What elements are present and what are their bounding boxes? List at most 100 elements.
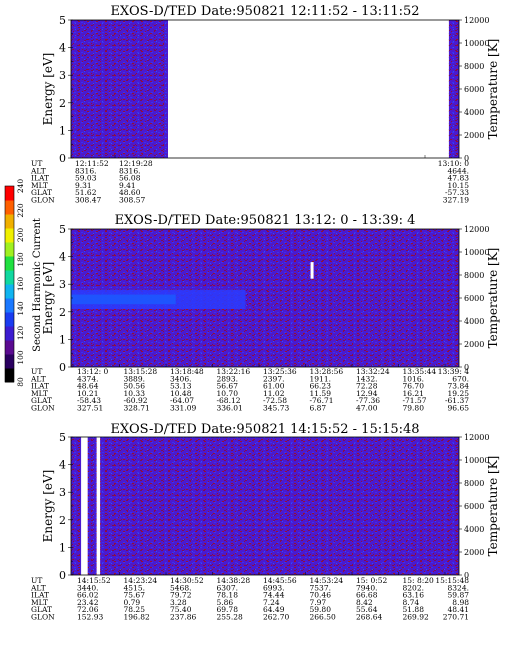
ephemeris-cell: 13:18:48: [170, 367, 204, 376]
panel-title: EXOS-D/TED Date:950821 12:11:52 - 13:11:…: [110, 4, 419, 19]
ephemeris-cell: 3406.: [170, 374, 191, 383]
y2-tick-label: 8000: [464, 271, 484, 280]
y-tick-label: 2: [59, 97, 66, 110]
colorbar-frame: [4, 185, 15, 383]
ephemeris-cell: 6993.: [263, 583, 284, 592]
colorbar-cell: [5, 354, 14, 369]
ephemeris-cell: 13:28:56: [310, 367, 344, 376]
colorbar-tick-label: 160: [16, 277, 25, 292]
ephemeris-cell: 66.23: [310, 382, 332, 391]
ephemeris-cell: -76.71: [310, 396, 334, 405]
ephemeris-cell: 11.59: [310, 389, 332, 398]
colorbar-cell: [5, 284, 14, 299]
ephemeris-cell: 1432.: [356, 374, 377, 383]
ephemeris-cell: 13:35:44: [403, 367, 437, 376]
ephemeris-row-label: GLAT: [31, 605, 52, 614]
spike-mark: [310, 262, 314, 279]
ephemeris-row-label: GLON: [31, 404, 55, 413]
ephemeris-cell: 3.28: [170, 598, 187, 607]
spectrogram-panel: EXOS-D/TED Date:950821 12:11:52 - 13:11:…: [30, 4, 500, 205]
y-tick-label: 0: [59, 569, 66, 582]
colorbar-cell: [5, 298, 14, 313]
ephemeris-cell: 56.08: [119, 174, 141, 183]
ephemeris-cell: -61.37: [445, 396, 469, 405]
colorbar-tick-label: 180: [16, 252, 25, 267]
ephemeris-cell: -58.43: [77, 396, 101, 405]
colorbar: 80 100 120 140 160 180 200 220 240 Second Harmon…: [4, 179, 43, 387]
ephemeris-row-label: ALT: [30, 583, 46, 592]
ephemeris-cell: 2893.: [217, 374, 238, 383]
ephemeris-table: UTALTILATMLTGLATGLON14:15:523440.66.0223…: [30, 572, 469, 622]
ephemeris-cell: 96.65: [448, 404, 470, 413]
y-tick-label: 2: [59, 514, 66, 527]
colorbar-cell: [5, 256, 14, 271]
ephemeris-cell: 76.70: [403, 382, 425, 391]
colorbar-tick-label: 80: [16, 377, 25, 387]
y-tick-label: 5: [59, 223, 66, 236]
ephemeris-cell: 308.57: [119, 196, 145, 205]
y-tick-label: 1: [59, 333, 66, 346]
ephemeris-cell: 56.67: [217, 382, 239, 391]
ephemeris-cell: 78.18: [217, 591, 239, 600]
ephemeris-cell: 308.47: [75, 196, 101, 205]
y2-tick-label: 0: [464, 571, 469, 580]
y2-axis-label: Temperature [K]: [486, 456, 500, 557]
y2-tick-label: 8000: [464, 479, 484, 488]
ephemeris-cell: 48.60: [119, 188, 141, 197]
y2-tick-label: 10000: [464, 39, 489, 48]
colorbar-cells: [4, 185, 15, 383]
ephemeris-cell: 47.00: [356, 404, 378, 413]
ephemeris-row-label: ILAT: [31, 174, 49, 183]
ephemeris-cell: 47.83: [448, 174, 470, 183]
colorbar-tick-label: 100: [16, 350, 25, 365]
ephemeris-cell: 15: 0:52: [356, 576, 388, 585]
y2-tick-label: 8000: [464, 62, 484, 71]
ephemeris-cell: 59.87: [448, 591, 470, 600]
ephemeris-cell: 13:32:24: [356, 367, 390, 376]
colorbar-tick-label: 220: [16, 203, 25, 218]
ephemeris-cell: 9.31: [75, 181, 92, 190]
y-tick-label: 1: [59, 541, 66, 554]
ephemeris-cell: 14:53:24: [310, 576, 344, 585]
ephemeris-row-label: ALT: [30, 166, 46, 175]
ephemeris-cell: 327.51: [77, 404, 103, 413]
ephemeris-cell: 9.41: [119, 181, 136, 190]
ephemeris-row-label: ALT: [30, 374, 46, 383]
ephemeris-cell: 4374.: [77, 374, 98, 383]
ephemeris-cell: 331.09: [170, 404, 196, 413]
colorbar-cell: [5, 270, 14, 285]
ephemeris-cell: 5.86: [217, 598, 234, 607]
spectrogram-panel: EXOS-D/TED Date:950821 14:15:52 - 15:15:…: [30, 422, 500, 622]
ephemeris-cell: 15: 8:20: [403, 576, 435, 585]
ephemeris-cell: 8316.: [119, 166, 140, 175]
data-gap: [81, 437, 88, 575]
ephemeris-cell: 8324.: [448, 583, 469, 592]
ephemeris-row-label: UT: [31, 576, 42, 585]
ephemeris-row-label: MLT: [31, 598, 48, 607]
y-tick-label: 0: [59, 152, 66, 165]
ephemeris-cell: 55.64: [356, 605, 378, 614]
spectrogram-noise: [448, 20, 459, 158]
ephemeris-cell: 14:45:56: [263, 576, 297, 585]
ephemeris-row-label: GLAT: [31, 188, 52, 197]
ephemeris-cell: 13:22:16: [217, 367, 251, 376]
ephemeris-cell: 327.19: [443, 196, 469, 205]
ephemeris-cell: 336.01: [217, 404, 243, 413]
y2-tick-label: 6000: [464, 294, 484, 303]
ephemeris-cell: 8316.: [75, 166, 96, 175]
y-tick-label: 3: [59, 486, 66, 499]
spectrogram-noise: [71, 437, 459, 575]
y-tick-label: 2: [59, 306, 66, 319]
ephemeris-cell: 13:25:36: [263, 367, 297, 376]
ephemeris-cell: 13:15:28: [124, 367, 158, 376]
y2-tick-label: 2000: [464, 340, 484, 349]
ephemeris-cell: 79.80: [403, 404, 425, 413]
ephemeris-cell: 11.02: [263, 389, 285, 398]
colorbar-cell: [5, 214, 14, 229]
colorbar-cell: [5, 368, 14, 383]
ephemeris-row-label: GLON: [31, 613, 55, 622]
ephemeris-cell: 14:38:28: [217, 576, 251, 585]
ephemeris-cell: 51.88: [403, 605, 425, 614]
ephemeris-row-label: ILAT: [31, 382, 49, 391]
